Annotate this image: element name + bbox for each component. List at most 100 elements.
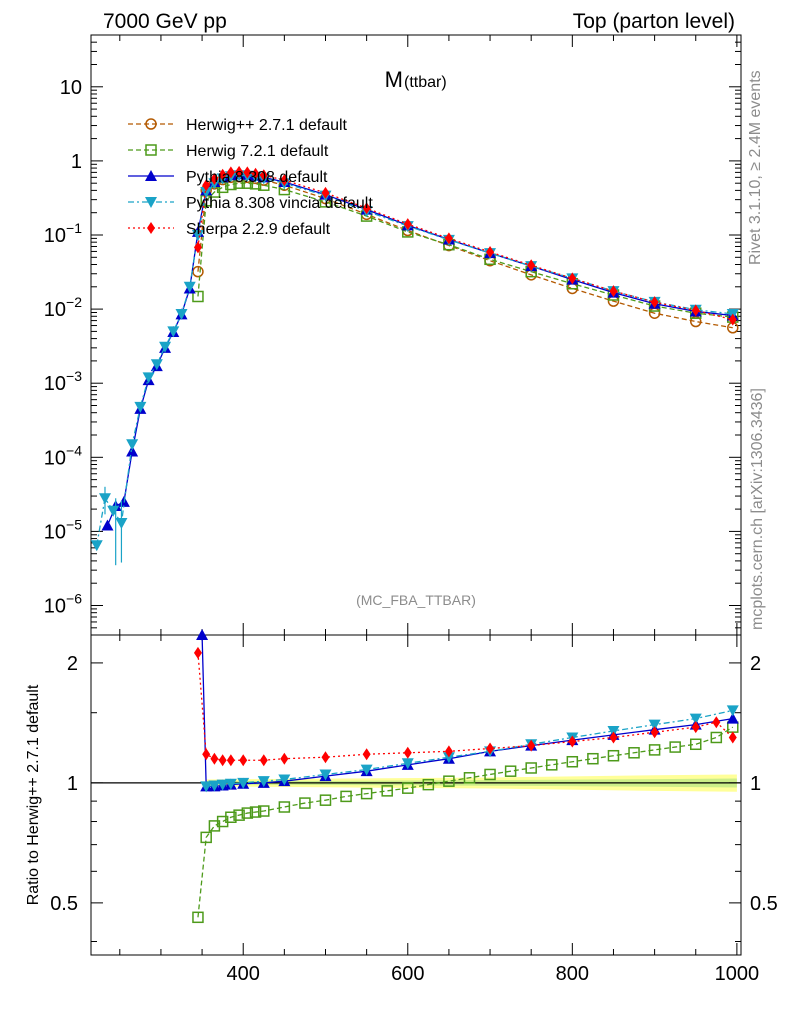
ratio-uncertainty-band: [91, 774, 741, 792]
main-data-point: [251, 167, 260, 180]
main-data-point: [202, 179, 211, 192]
ratio-data-point: [504, 765, 517, 777]
ratio-data-point: [362, 748, 371, 761]
ratio-y-tick-label-right: 0.5: [750, 893, 778, 915]
ratio-data-point: [648, 744, 661, 756]
legend-marker: [145, 118, 157, 130]
legend-entry-herwig-7-2-1-default: Herwig 7.2.1 default: [128, 143, 329, 160]
main-data-point: [728, 313, 737, 326]
ratio-data-point: [484, 768, 496, 781]
ratio-data-point: [216, 779, 229, 791]
tick-mantissa: 10: [44, 299, 66, 321]
tick-exponent: −5: [66, 516, 82, 532]
main-data-point: [192, 290, 204, 303]
main-data-point: [142, 372, 155, 384]
ratio-data-point: [669, 741, 681, 753]
ratio-x-tick-label: 800: [556, 963, 589, 985]
main-data-point: [486, 245, 495, 258]
ratio-data-point: [340, 790, 352, 803]
ratio-y-tick-label-left: 2: [67, 653, 78, 675]
ratio-data-point: [712, 716, 721, 729]
ratio-x-tick-label: 1000: [715, 963, 760, 985]
main-data-point: [689, 315, 702, 328]
main-data-point: [321, 186, 330, 199]
ratio-data-point: [192, 911, 204, 924]
legend-marker: [145, 197, 157, 208]
ratio-data-point: [299, 797, 311, 809]
mcplots-credit-label: mcplots.cern.ch [arXiv:1306.3436]: [749, 388, 766, 630]
ratio-series-line: [197, 726, 734, 918]
main-y-tick-label: 10−5: [44, 516, 82, 543]
ratio-data-point: [381, 785, 393, 797]
main-data-point: [691, 304, 700, 317]
main-data-point: [259, 169, 268, 182]
tick-exponent: −2: [66, 294, 82, 310]
tick-exponent: −1: [66, 220, 82, 236]
ratio-data-point: [689, 713, 702, 725]
ratio-data-point: [443, 775, 455, 787]
ratio-data-point: [628, 747, 640, 759]
main-y-tick-label: 10−2: [44, 294, 82, 321]
observable-title: M: [385, 67, 403, 92]
ratio-data-point: [249, 806, 262, 818]
ratio-data-point: [218, 754, 227, 767]
observable-subtitle: (ttbar): [404, 74, 447, 91]
ratio-data-point: [200, 781, 213, 793]
ratio-data-point: [726, 712, 739, 724]
rivet-version-label: Rivet 3.1.10, ≥ 2.4M events: [747, 70, 764, 265]
ratio-data-point: [527, 739, 536, 752]
ratio-panel: 400 600 800 1000 0.5 0.5 1 1 2 2 Ratio to Herwig+…: [25, 629, 778, 985]
main-y-tick-label: 10−4: [44, 442, 82, 469]
main-data-point: [167, 326, 180, 338]
ratio-data-point: [444, 745, 453, 758]
main-y-tick-label: 10: [60, 77, 82, 99]
tick-mantissa: 10: [44, 521, 66, 543]
main-data-point: [107, 505, 120, 517]
main-data-point: [609, 285, 618, 298]
tick-mantissa: 10: [44, 596, 66, 618]
main-data-point: [126, 445, 139, 457]
main-y-tick-label: 1: [71, 151, 82, 173]
ratio-data-point: [728, 731, 737, 744]
main-data-point: [192, 265, 204, 278]
tick-mantissa: 10: [44, 225, 66, 247]
ratio-data-point: [402, 782, 414, 794]
main-series-sherpa-2-2-9-default: [193, 165, 737, 326]
ratio-data-point: [609, 731, 618, 744]
tick-exponent: −3: [66, 368, 82, 384]
main-data-point: [243, 166, 252, 179]
legend-label: Pythia 8.308 default: [186, 169, 328, 186]
ratio-y-axis-label: Ratio to Herwig++ 2.7.1 default: [25, 684, 42, 905]
legend-label: Herwig 7.2.1 default: [186, 143, 329, 160]
ratio-y-tick-label-right: 2: [750, 653, 761, 675]
ratio-data-point: [208, 780, 221, 792]
ratio-series-line: [197, 652, 734, 761]
ratio-data-point: [607, 749, 620, 762]
main-data-point: [226, 166, 235, 179]
main-data-point: [650, 296, 659, 309]
ratio-data-point: [226, 754, 235, 767]
ratio-data-point: [689, 738, 702, 751]
main-y-tick-label: 10−3: [44, 368, 82, 395]
ratio-y-tick-label-left: 1: [67, 773, 78, 795]
legend-marker: [145, 170, 157, 181]
ratio-data-point: [193, 646, 202, 659]
ratio-data-point: [648, 719, 661, 731]
ratio-data-point: [587, 752, 599, 765]
ratio-x-tick-label: 400: [227, 963, 260, 985]
legend-entry-herwig-2-7-1-default: Herwig++ 2.7.1 default: [128, 117, 348, 134]
main-data-point: [175, 308, 188, 320]
main-series-group: [90, 165, 739, 566]
ratio-data-point: [210, 752, 219, 765]
main-data-point: [159, 341, 172, 353]
main-data-point: [568, 272, 577, 285]
main-data-point: [218, 168, 227, 181]
ratio-series-herwig-7-2-1-default: [192, 721, 739, 924]
ratio-axis-ticks: 400 600 800 1000 0.5 0.5 1 1 2 2: [50, 635, 778, 985]
main-data-point: [444, 232, 453, 245]
ratio-data-point: [196, 629, 209, 640]
ratio-data-point: [403, 746, 412, 759]
ratio-data-point: [241, 807, 254, 819]
ratio-x-tick-label: 600: [391, 963, 424, 985]
